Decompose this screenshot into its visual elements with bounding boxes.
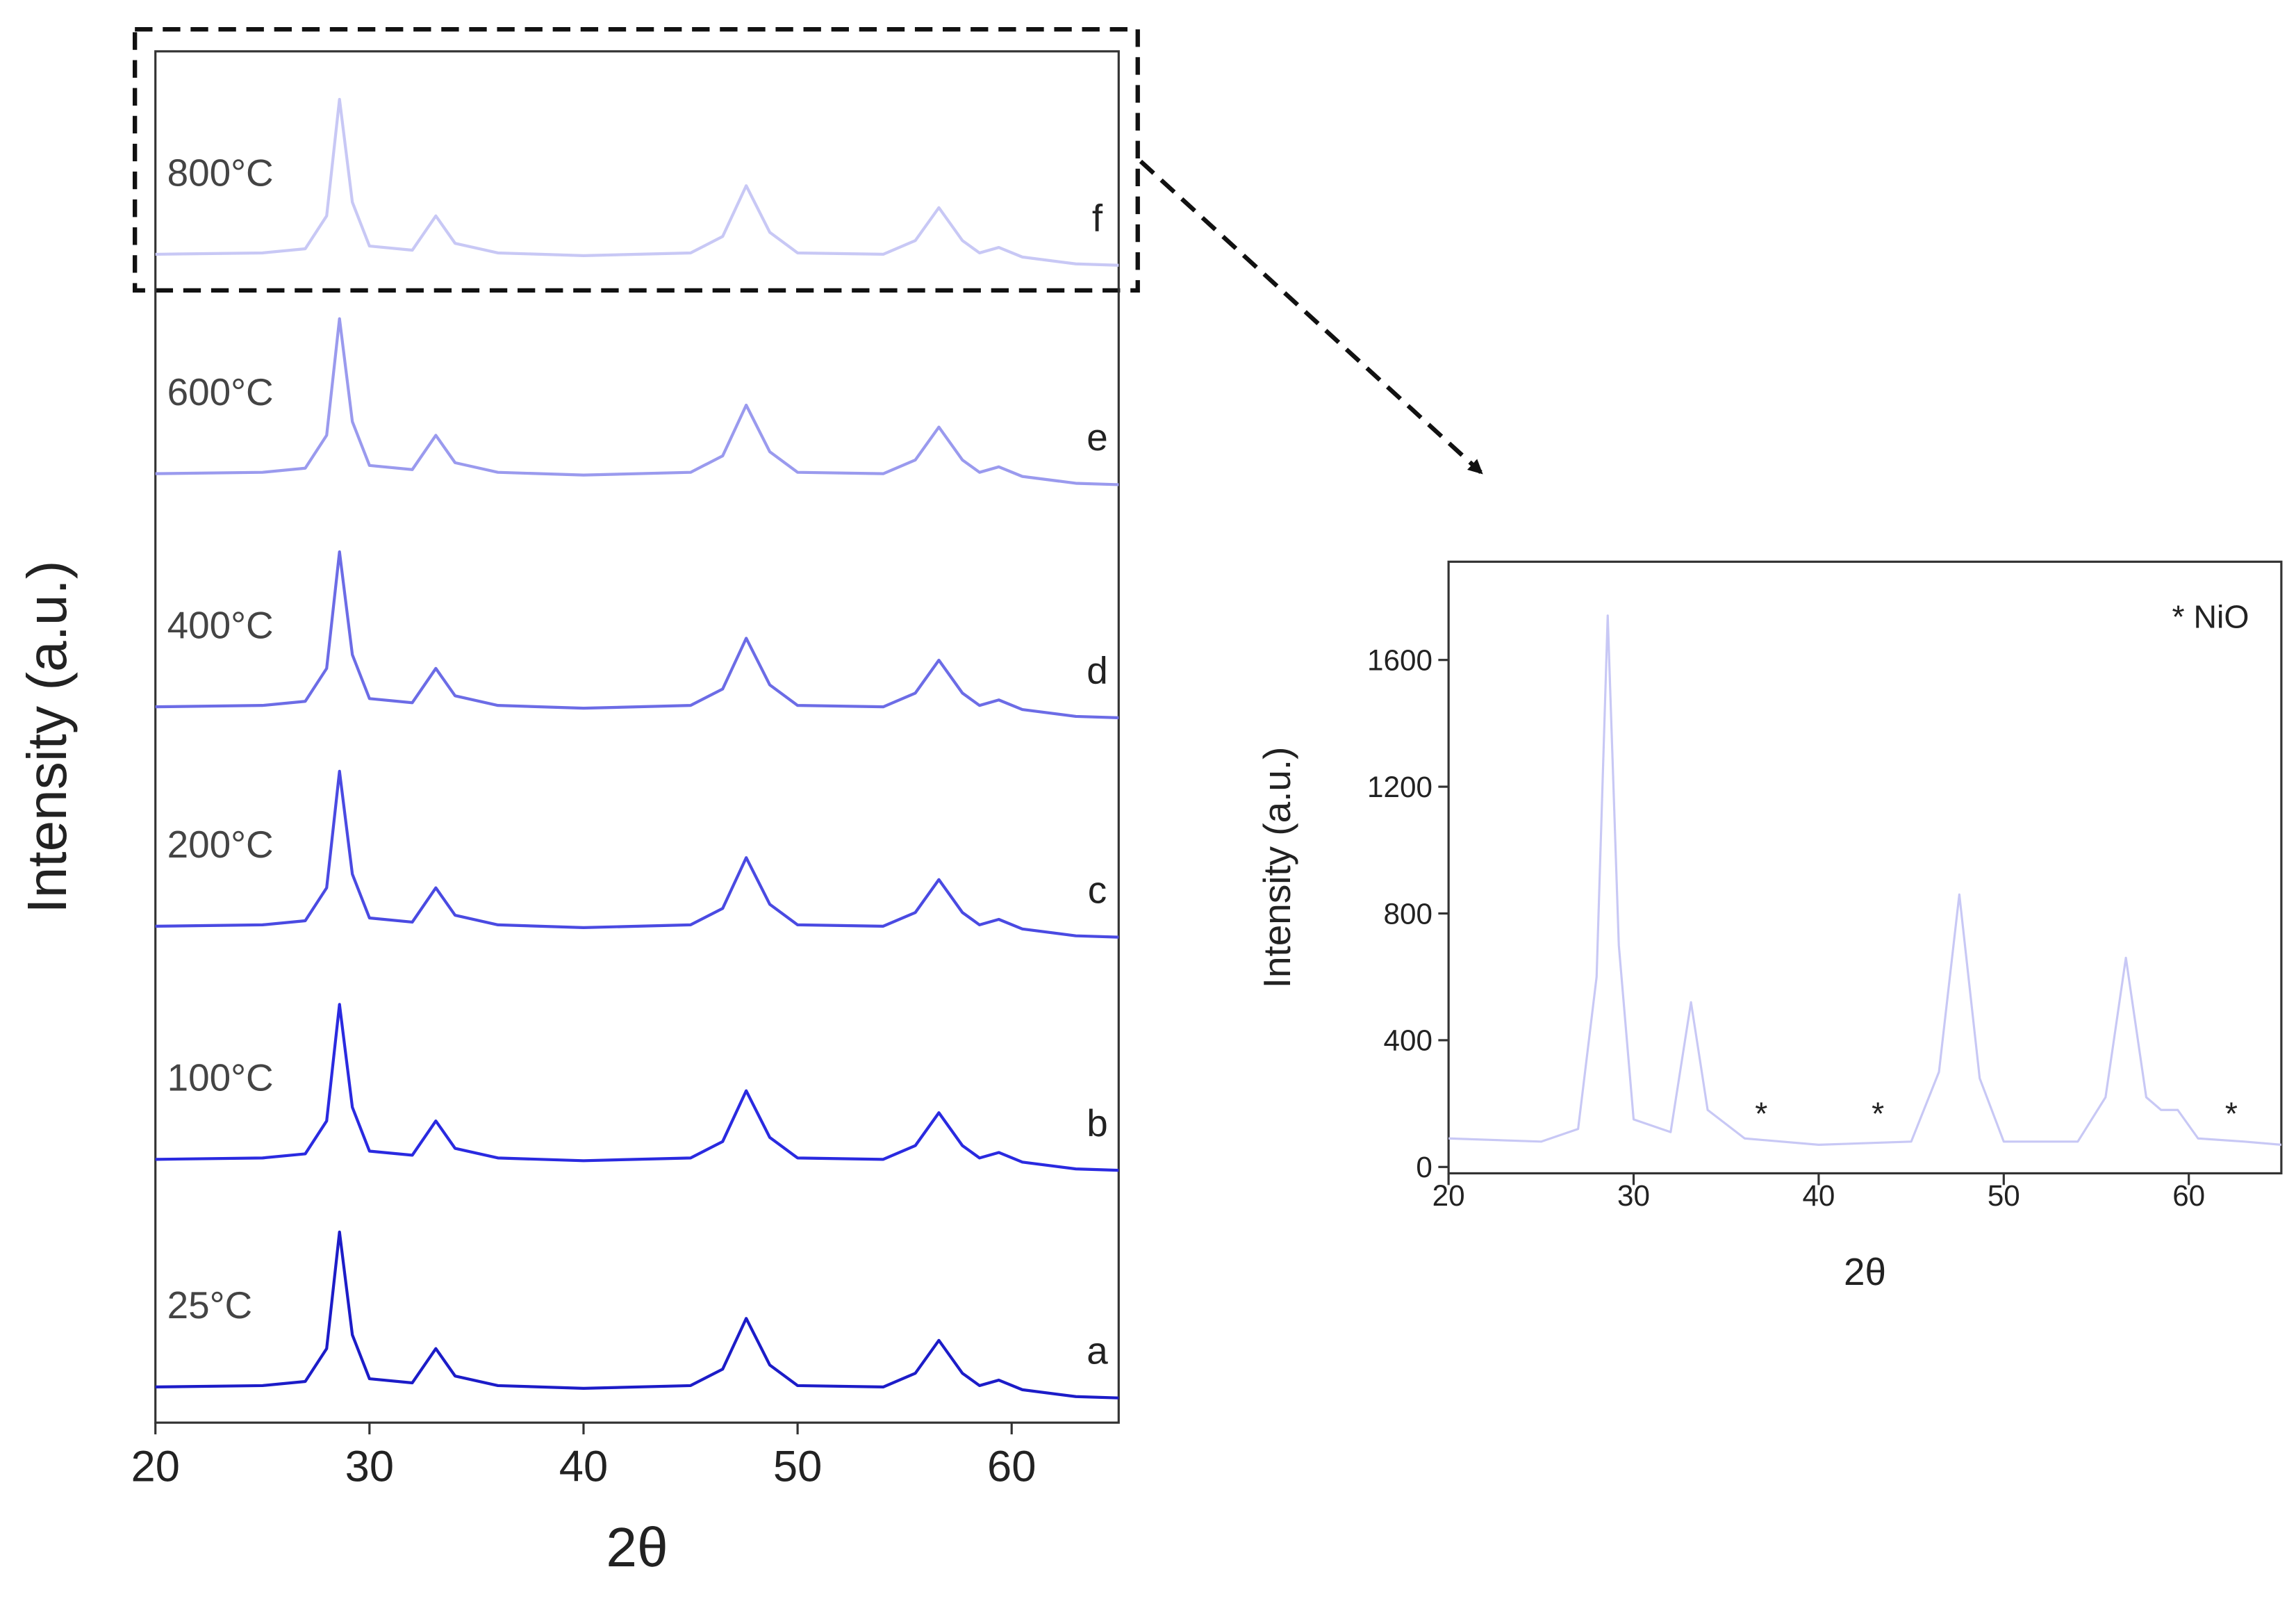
zoom-box (132, 27, 1140, 293)
series-tag: d (1087, 649, 1108, 692)
data-line (155, 97, 1119, 267)
y-tick-label: 0 (1416, 1151, 1432, 1183)
zoom-arrow (1139, 159, 1483, 475)
data-line (1448, 614, 2282, 1146)
series-label: 25°C (167, 1283, 253, 1327)
marker: * (1872, 1095, 1884, 1131)
series-label: 200°C (167, 823, 274, 866)
x-tick-label: 30 (345, 1443, 394, 1491)
marker: * (2225, 1095, 2238, 1131)
plot-frame (1447, 560, 2283, 1175)
x-tick-label: 50 (773, 1443, 822, 1491)
x-tick-label: 40 (1802, 1179, 1835, 1212)
y-axis-title: Intensity (a.u.) (1255, 747, 1298, 989)
x-tick-label: 60 (987, 1443, 1036, 1491)
y-tick-label: 400 (1384, 1024, 1432, 1057)
x-tick-label: 40 (559, 1443, 608, 1491)
data-line (155, 317, 1119, 486)
data-line (155, 1230, 1119, 1400)
series-tag: f (1092, 196, 1103, 239)
x-tick-label: 20 (131, 1443, 180, 1491)
y-axis-title: Intensity (a.u.) (15, 561, 78, 914)
series-label: 100°C (167, 1056, 274, 1099)
series-tag: e (1087, 416, 1108, 459)
y-tick-label: 1600 (1367, 643, 1432, 676)
y-tick-label: 1200 (1367, 771, 1432, 803)
series-label: 400°C (167, 603, 274, 646)
series-label: 600°C (167, 370, 274, 413)
x-tick-label: 60 (2172, 1179, 2205, 1212)
series-tag: c (1088, 868, 1107, 911)
series-tag: b (1087, 1101, 1108, 1145)
marker: * (1755, 1095, 1767, 1131)
data-line (155, 1003, 1119, 1172)
x-tick-label: 20 (1432, 1179, 1465, 1212)
series-tag: a (1087, 1329, 1108, 1372)
data-line (155, 769, 1119, 939)
data-line (155, 550, 1119, 720)
x-axis-title: 2θ (606, 1516, 668, 1578)
x-axis-title: 2θ (1844, 1250, 1886, 1293)
x-tick-label: 30 (1617, 1179, 1650, 1212)
plot-frame (154, 50, 1120, 1424)
series-label: 800°C (167, 151, 274, 194)
y-tick-label: 800 (1384, 897, 1432, 930)
x-tick-label: 50 (1988, 1179, 2020, 1212)
annotation: * NiO (2172, 598, 2249, 634)
